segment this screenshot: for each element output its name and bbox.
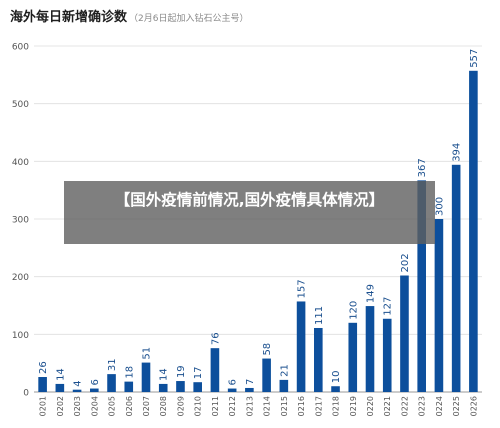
- bar-0217: [314, 327, 323, 392]
- bar-0221: [382, 318, 392, 392]
- x-tick-label: 0216: [297, 396, 306, 416]
- value-label: 76: [210, 332, 221, 345]
- bar-0222: [400, 275, 409, 392]
- y-axis-ticks: 0 100 200 300 400 500 600: [12, 43, 29, 399]
- bar-0207: [141, 362, 151, 392]
- chart-title-text: 海外每日新增确诊数: [10, 10, 128, 25]
- bar-0212: [227, 388, 237, 392]
- x-tick-label: 0222: [400, 396, 409, 416]
- value-label: 7: [245, 379, 256, 385]
- value-label: 6: [228, 379, 239, 385]
- x-tick-label: 0201: [39, 396, 48, 416]
- bar-0226: [469, 70, 478, 393]
- x-tick-label: 0220: [366, 396, 375, 416]
- value-label: 51: [142, 347, 153, 360]
- bar-0203: [72, 389, 82, 392]
- value-label: 18: [124, 366, 135, 379]
- bar-0225: [451, 164, 461, 392]
- y-tick-label: 400: [12, 158, 29, 168]
- value-label: 157: [297, 279, 308, 298]
- value-label: 127: [383, 297, 394, 316]
- chart-subtitle: （2月6日起加入钻石公主号）: [129, 14, 249, 24]
- bar-0216: [296, 301, 306, 392]
- bar-0224: [434, 219, 444, 392]
- overlay-banner: 【国外疫情前情况,国外疫情具体情况】: [64, 181, 435, 244]
- x-tick-label: 0218: [332, 396, 341, 416]
- value-label: 10: [331, 370, 342, 383]
- y-tick-label: 0: [23, 389, 29, 399]
- value-label: 149: [366, 284, 377, 303]
- value-label: 26: [38, 361, 49, 374]
- x-tick-label: 0215: [280, 396, 289, 416]
- x-axis-ticks: 0201 0202 0203 0204 0205 0206 0207 0208 0209 0210…: [39, 396, 479, 416]
- bar-0204: [90, 388, 99, 392]
- bar-0223: [417, 180, 426, 392]
- value-label: 4: [73, 380, 84, 386]
- bars: [38, 70, 478, 393]
- x-tick-label: 0205: [108, 396, 117, 416]
- x-tick-label: 0208: [159, 396, 168, 416]
- bar-0215: [279, 379, 289, 392]
- x-tick-label: 0213: [245, 396, 254, 416]
- bar-0220: [365, 306, 375, 392]
- y-tick-label: 100: [12, 331, 29, 341]
- bar-0214: [262, 358, 271, 392]
- x-tick-label: 0203: [73, 396, 82, 416]
- x-tick-label: 0217: [314, 396, 323, 416]
- y-tick-label: 300: [12, 216, 29, 226]
- value-label: 31: [107, 358, 118, 371]
- bar-0209: [176, 381, 185, 392]
- bar-0201: [38, 377, 47, 392]
- bar-0218: [331, 386, 340, 392]
- value-label: 394: [452, 143, 463, 162]
- value-label: 14: [55, 368, 66, 381]
- bar-0210: [193, 382, 202, 392]
- x-tick-label: 0207: [142, 396, 151, 416]
- x-tick-label: 0214: [263, 396, 272, 416]
- value-label: 557: [469, 49, 480, 68]
- y-tick-label: 500: [12, 100, 29, 110]
- y-tick-label: 600: [12, 43, 29, 53]
- x-tick-label: 0224: [435, 396, 444, 416]
- x-tick-label: 0206: [125, 396, 134, 416]
- x-tick-label: 0226: [469, 396, 478, 416]
- bar-0206: [124, 381, 134, 392]
- value-label: 14: [159, 368, 170, 381]
- x-tick-label: 0204: [90, 396, 99, 416]
- x-tick-label: 0212: [228, 396, 237, 416]
- bar-0213: [245, 387, 254, 392]
- value-label: 367: [417, 158, 428, 177]
- bar-0205: [107, 374, 116, 392]
- bar-0219: [348, 322, 358, 392]
- value-label: 300: [434, 197, 445, 216]
- x-tick-label: 0209: [176, 396, 185, 416]
- value-label: 111: [314, 306, 325, 325]
- x-tick-label: 0219: [349, 396, 358, 416]
- chart-title: 海外每日新增确诊数 （2月6日起加入钻石公主号）: [10, 6, 248, 25]
- x-tick-label: 0223: [418, 396, 427, 416]
- value-label: 202: [400, 253, 411, 272]
- x-tick-label: 0210: [194, 396, 203, 416]
- x-tick-label: 0221: [383, 396, 392, 416]
- value-label: 21: [279, 364, 290, 377]
- x-tick-label: 0225: [452, 396, 461, 416]
- value-label: 58: [262, 343, 273, 356]
- value-label: 6: [90, 379, 101, 385]
- value-label: 17: [193, 366, 204, 379]
- value-label: 19: [176, 365, 187, 378]
- x-tick-label: 0211: [211, 396, 220, 416]
- x-tick-label: 0202: [56, 396, 65, 416]
- y-tick-label: 200: [12, 273, 29, 283]
- value-label: 120: [348, 301, 359, 320]
- bar-0202: [55, 383, 65, 392]
- bar-0211: [210, 348, 220, 392]
- bar-0208: [158, 383, 168, 392]
